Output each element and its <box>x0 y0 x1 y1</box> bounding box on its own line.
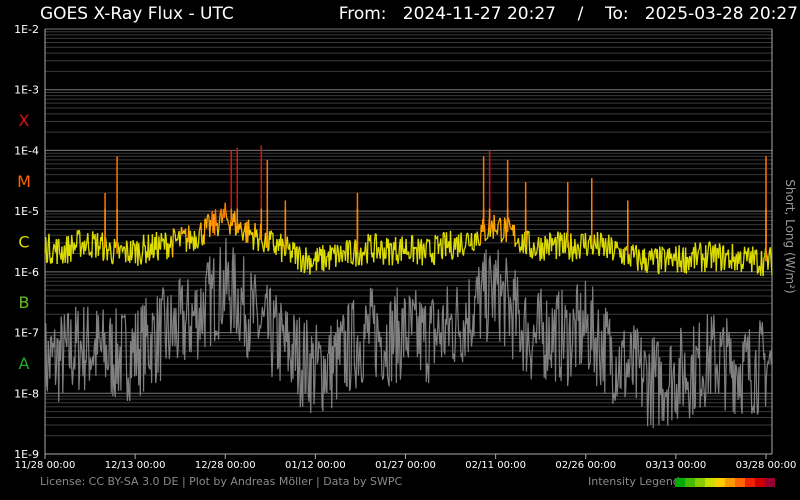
x-tick-label: 01/27 00:00 <box>375 460 436 471</box>
footer-credits: License: CC BY-SA 3.0 DE | Plot by Andre… <box>40 475 403 488</box>
class-label-C: C <box>18 233 29 252</box>
y-tick-label: 1E-8 <box>14 387 39 400</box>
x-tick-label: 01/12 00:00 <box>285 460 346 471</box>
to-label: To: <box>604 4 629 24</box>
x-tick-label: 11/28 00:00 <box>15 460 76 471</box>
legend-swatch-5 <box>725 478 735 487</box>
x-tick-label: 12/13 00:00 <box>105 460 166 471</box>
legend-swatch-6 <box>735 478 745 487</box>
series-short-line <box>44 238 773 429</box>
x-tick-label: 02/26 00:00 <box>555 460 616 471</box>
intensity-legend-bar <box>675 478 775 487</box>
y-axis-label: Short, Long (W/m²) <box>783 179 797 293</box>
chart-title: GOES X-Ray Flux - UTC <box>40 4 234 24</box>
to-value: 2025-03-28 20:27 <box>644 4 798 24</box>
class-label-M: M <box>17 172 31 191</box>
x-tick-label: 12/28 00:00 <box>195 460 256 471</box>
y-tick-label: 1E-5 <box>14 205 39 218</box>
x-tick-label: 03/28 00:00 <box>736 460 797 471</box>
x-tick-label: 02/11 00:00 <box>465 460 526 471</box>
time-range: From: 2024-11-27 20:27 / To: 2025-03-28 … <box>339 4 798 24</box>
y-tick-label: 1E-9 <box>14 448 39 461</box>
legend-swatch-0 <box>675 478 685 487</box>
from-value: 2024-11-27 20:27 <box>402 4 556 24</box>
y-tick-label: 1E-6 <box>14 266 39 279</box>
legend-swatch-2 <box>695 478 705 487</box>
legend-swatch-4 <box>715 478 725 487</box>
class-label-A: A <box>19 354 30 373</box>
legend-swatch-1 <box>685 478 695 487</box>
intensity-legend-label: Intensity Legend <box>588 475 680 488</box>
legend-swatch-3 <box>705 478 715 487</box>
range-separator: / <box>577 4 584 24</box>
y-tick-label: 1E-7 <box>14 327 39 340</box>
y-tick-label: 1E-4 <box>14 144 39 157</box>
y-tick-label: 1E-3 <box>14 84 39 97</box>
y-tick-label: 1E-2 <box>14 23 39 36</box>
series-long-line <box>44 202 773 277</box>
class-label-B: B <box>19 293 30 312</box>
legend-swatch-9 <box>765 478 775 487</box>
class-label-X: X <box>19 111 30 130</box>
from-label: From: <box>338 4 387 24</box>
legend-swatch-8 <box>755 478 765 487</box>
legend-swatch-7 <box>745 478 755 487</box>
x-tick-label: 03/13 00:00 <box>645 460 706 471</box>
